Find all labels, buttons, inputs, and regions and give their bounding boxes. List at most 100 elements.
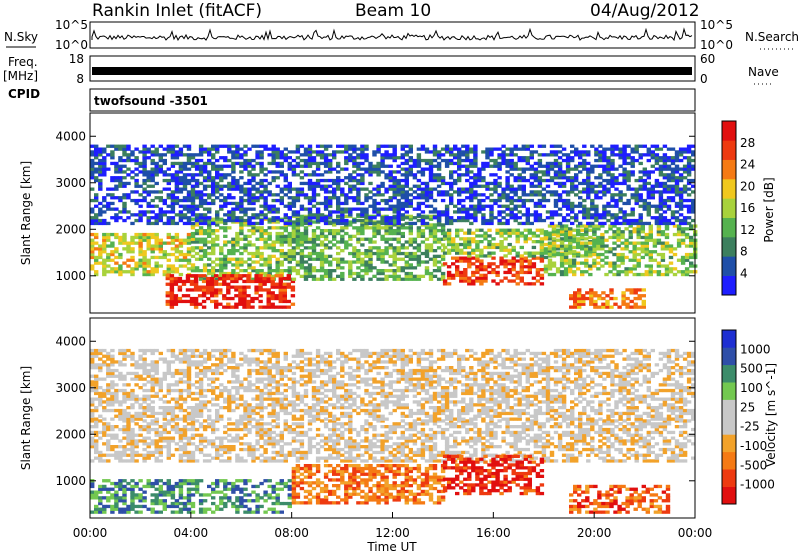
- heatmap-cell: [114, 433, 119, 437]
- heatmap-cell: [174, 427, 180, 432]
- heatmap-cell: [110, 445, 115, 449]
- heatmap-cell: [691, 204, 696, 208]
- heatmap-cell: [664, 247, 670, 251]
- heatmap-cell: [616, 270, 621, 274]
- heatmap-cell: [227, 447, 232, 452]
- heatmap-cell: [636, 272, 641, 277]
- heatmap-cell: [559, 255, 565, 260]
- heatmap-cell: [352, 246, 357, 250]
- heatmap-cell: [632, 255, 637, 260]
- heatmap-cell: [477, 204, 482, 208]
- heatmap-cell: [215, 144, 220, 148]
- heatmap-cell: [90, 442, 95, 446]
- nsky-panel: N.Sky 10^5 10^0 10^5 10^0 N.Search: [4, 18, 799, 52]
- heatmap-cell: [291, 226, 297, 230]
- heatmap-cell: [247, 422, 252, 426]
- heatmap-cell: [400, 187, 405, 191]
- heatmap-cell: [674, 201, 680, 206]
- heatmap-cell: [98, 250, 103, 254]
- heatmap-cell: [582, 207, 587, 211]
- heatmap-cell: [442, 245, 448, 250]
- heatmap-cell: [158, 430, 163, 435]
- heatmap-cell: [287, 269, 292, 273]
- heatmap-cell: [126, 430, 131, 435]
- heatmap-cell: [428, 274, 434, 278]
- heatmap-cell: [247, 218, 252, 223]
- heatmap-cell: [177, 288, 183, 292]
- heatmap-cell: [408, 173, 413, 177]
- heatmap-cell: [636, 224, 641, 228]
- heatmap-cell: [315, 277, 321, 281]
- heatmap-cell: [497, 164, 502, 168]
- heatmap-cell: [628, 241, 633, 245]
- heatmap-cell: [102, 422, 107, 426]
- heatmap-cell: [94, 161, 99, 166]
- heatmap-cell: [307, 156, 313, 160]
- heatmap-cell: [577, 288, 582, 292]
- heatmap-cell: [537, 201, 543, 206]
- heatmap-cell: [622, 221, 627, 226]
- heatmap-cell: [110, 232, 115, 237]
- heatmap-cell: [654, 216, 660, 220]
- heatmap-cell: [388, 274, 393, 278]
- heatmap-cell: [503, 259, 508, 263]
- heatmap-cell: [384, 274, 389, 278]
- heatmap-cell: [612, 267, 617, 271]
- heatmap-cell: [303, 226, 309, 230]
- heatmap-cell: [182, 176, 188, 180]
- heatmap-cell: [98, 261, 103, 265]
- heatmap-cell: [279, 150, 284, 154]
- heatmap-cell: [602, 170, 607, 174]
- heatmap-cell: [198, 450, 204, 455]
- heatmap-cell: [323, 237, 329, 241]
- heatmap-cell: [134, 178, 139, 183]
- heatmap-cell: [202, 436, 208, 440]
- heatmap-cell: [678, 201, 684, 206]
- heatmap-cell: [263, 246, 268, 250]
- heatmap-cell: [650, 204, 655, 208]
- heatmap-cell: [227, 216, 232, 220]
- heatmap-cell: [533, 210, 539, 214]
- heatmap-cell: [190, 156, 196, 160]
- heatmap-cell: [215, 436, 220, 440]
- heatmap-cell: [670, 190, 676, 194]
- heatmap-cell: [291, 213, 297, 217]
- heatmap-cell: [632, 241, 637, 245]
- heatmap-cell: [307, 216, 313, 220]
- heatmap-cell: [600, 238, 605, 242]
- heatmap-cell: [162, 425, 167, 429]
- heatmap-cell: [537, 181, 543, 186]
- heatmap-cell: [686, 221, 692, 226]
- heatmap-cell: [563, 272, 569, 277]
- heatmap-cell: [404, 266, 409, 270]
- heatmap-cell: [110, 425, 115, 429]
- heatmap-cell: [94, 147, 99, 151]
- heatmap-cell: [150, 453, 155, 457]
- heatmap-cell: [416, 161, 422, 166]
- heatmap-cell: [227, 210, 232, 214]
- heatmap-cell: [291, 220, 297, 224]
- heatmap-cell: [315, 237, 321, 241]
- heatmap-cell: [644, 247, 649, 251]
- heatmap-cell: [328, 198, 333, 203]
- heatmap-cell: [489, 198, 494, 203]
- heatmap-cell: [185, 288, 191, 292]
- heatmap-cell: [202, 164, 208, 168]
- heatmap-cell: [634, 147, 639, 151]
- heatmap-cell: [198, 147, 204, 151]
- heatmap-cell: [122, 164, 127, 168]
- heatmap-cell: [565, 190, 571, 194]
- heatmap-cell: [533, 176, 539, 180]
- heatmap-cell: [440, 229, 446, 233]
- heatmap-cell: [142, 213, 147, 217]
- heatmap-cell: [650, 144, 655, 148]
- heatmap-cell: [166, 442, 171, 446]
- heatmap-cell: [142, 144, 147, 148]
- heatmap-cell: [666, 207, 672, 211]
- heatmap-cell: [235, 436, 240, 440]
- heatmap-cell: [436, 164, 442, 168]
- heatmap-cell: [319, 144, 325, 148]
- heatmap-cell: [190, 153, 196, 157]
- heatmap-cell: [299, 181, 305, 186]
